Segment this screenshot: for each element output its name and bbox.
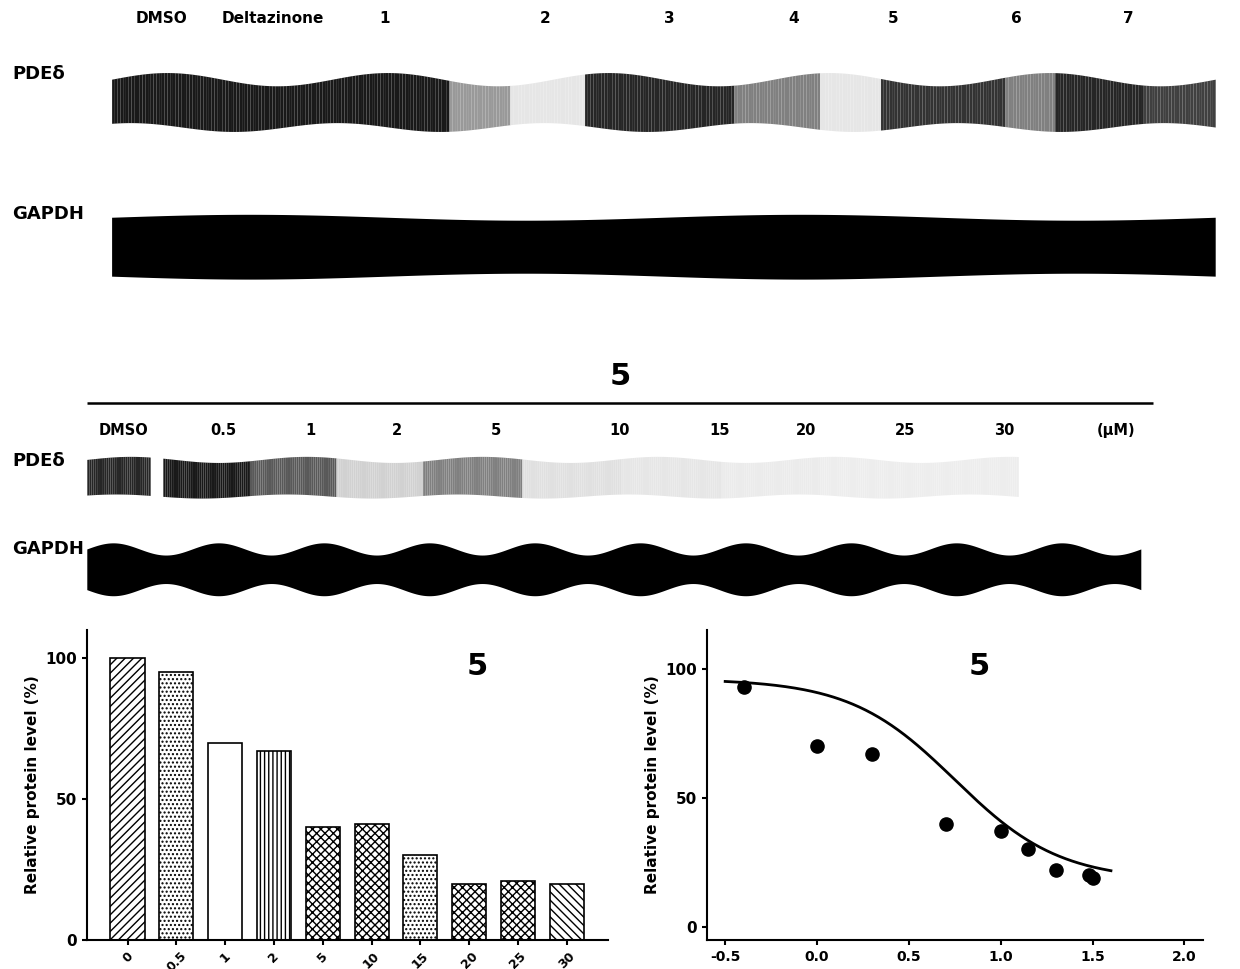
Y-axis label: Relative protein level (%): Relative protein level (%) (645, 675, 660, 894)
Text: 25: 25 (895, 422, 915, 438)
Bar (453, 884, 486, 940)
Text: 5: 5 (491, 422, 501, 438)
Text: 10: 10 (610, 422, 630, 438)
Text: DMSO: DMSO (99, 422, 149, 438)
Point (807, 738, 827, 754)
Bar (501, 881, 536, 940)
Text: DMSO: DMSO (135, 11, 187, 26)
Bar (159, 672, 193, 940)
Text: 5: 5 (466, 651, 489, 680)
Text: 3: 3 (665, 11, 675, 26)
Text: GAPDH: GAPDH (12, 540, 84, 558)
Text: 2: 2 (541, 11, 551, 26)
Bar (403, 856, 438, 940)
Text: 0.5: 0.5 (210, 422, 237, 438)
Text: GAPDH: GAPDH (12, 204, 84, 223)
Point (1083, 870, 1102, 886)
Text: Deltazinone: Deltazinone (222, 11, 324, 26)
Text: 30: 30 (994, 422, 1014, 438)
Text: 1: 1 (379, 11, 389, 26)
Text: 15: 15 (709, 422, 729, 438)
Point (936, 816, 956, 831)
Bar (355, 825, 388, 940)
Text: (μM): (μM) (1096, 422, 1136, 438)
Text: 5: 5 (968, 651, 991, 680)
Point (734, 679, 754, 695)
Y-axis label: Relative protein level (%): Relative protein level (%) (25, 675, 40, 894)
Bar (110, 658, 145, 940)
Bar (257, 751, 291, 940)
Text: PDEδ: PDEδ (12, 65, 66, 82)
Bar (306, 828, 340, 940)
Point (862, 746, 882, 762)
Text: 7: 7 (1123, 11, 1133, 26)
Text: 2: 2 (392, 422, 402, 438)
Point (1045, 862, 1065, 878)
Text: 4: 4 (789, 11, 799, 26)
Bar (208, 742, 242, 940)
Text: PDEδ: PDEδ (12, 453, 66, 470)
Text: 5: 5 (609, 361, 631, 391)
Text: 5: 5 (888, 11, 898, 26)
Text: 20: 20 (796, 422, 816, 438)
Text: 6: 6 (1012, 11, 1022, 26)
Bar (549, 884, 584, 940)
Point (1079, 867, 1099, 883)
Point (1018, 842, 1038, 858)
Point (991, 824, 1011, 839)
Text: 1: 1 (305, 422, 315, 438)
